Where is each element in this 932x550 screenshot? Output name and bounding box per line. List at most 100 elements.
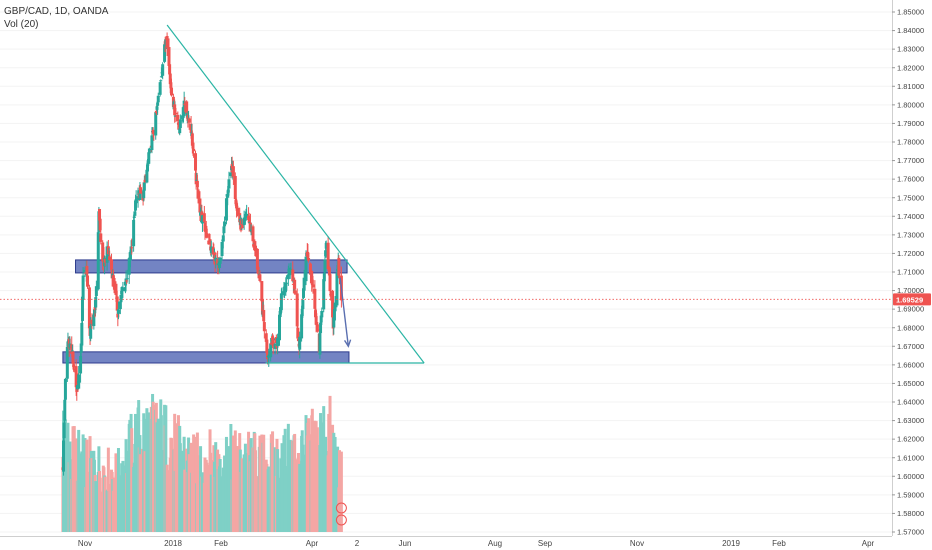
support-zone xyxy=(62,351,350,364)
candle-body xyxy=(306,252,310,258)
candle-body xyxy=(105,246,109,263)
candle-body xyxy=(93,307,97,311)
candle-body xyxy=(190,133,194,146)
volume-bar xyxy=(165,464,169,532)
candle-body xyxy=(313,288,317,309)
candle-body xyxy=(147,152,151,164)
candle-body xyxy=(337,276,341,278)
candle-body xyxy=(116,309,120,314)
volume-bar xyxy=(121,460,125,532)
candle-body xyxy=(323,259,327,273)
candle-body xyxy=(267,355,271,358)
volume-bar xyxy=(192,434,196,532)
candle-body xyxy=(273,343,277,349)
candle-body xyxy=(152,131,156,133)
candle-body xyxy=(251,226,255,242)
candle-body xyxy=(132,216,136,218)
candle-body xyxy=(180,115,184,120)
candle-body xyxy=(264,333,268,342)
volume-bar xyxy=(267,466,271,532)
candle-body xyxy=(98,208,102,221)
candle-body xyxy=(276,338,280,347)
volume-bar xyxy=(134,465,138,532)
price-tick-label: 1.65000 xyxy=(897,379,924,388)
candle-body xyxy=(279,293,283,311)
candle-body xyxy=(174,112,178,115)
volume-bar xyxy=(130,428,134,532)
candle-body xyxy=(220,241,224,256)
candle-body xyxy=(182,100,186,116)
last-price-tag-bg xyxy=(893,293,931,306)
candle-body xyxy=(74,366,78,388)
price-tick-label: 1.82000 xyxy=(897,63,924,72)
candle-body xyxy=(92,309,96,317)
volume-bar xyxy=(152,404,156,532)
candle-body xyxy=(142,189,146,199)
candle-body xyxy=(247,215,251,220)
price-tick-label: 1.57000 xyxy=(897,528,924,537)
candle-body xyxy=(278,310,282,318)
candle-body xyxy=(142,182,146,191)
candle-body xyxy=(77,374,81,389)
candle-body xyxy=(293,290,297,294)
candle-body xyxy=(125,280,129,282)
candle-body xyxy=(178,119,182,129)
candle-body xyxy=(98,218,102,231)
candle-body xyxy=(271,336,275,341)
candle-body xyxy=(337,257,341,276)
price-tick-label: 1.63000 xyxy=(897,416,924,425)
symbol-legend: GBP/CAD, 1D, OANDA xyxy=(4,6,109,17)
volume-bar xyxy=(258,435,262,532)
candle-body xyxy=(326,242,330,270)
candle-body xyxy=(324,250,328,257)
candle-body xyxy=(262,322,266,332)
price-tick-label: 1.70000 xyxy=(897,286,924,295)
candle-body xyxy=(319,322,323,334)
price-tick-label: 1.79000 xyxy=(897,119,924,128)
candle-body xyxy=(195,180,199,188)
candle-body xyxy=(240,224,244,229)
volume-bar xyxy=(280,443,284,532)
candle-body xyxy=(143,179,147,183)
candle-body xyxy=(96,232,100,290)
candle-body xyxy=(269,343,273,358)
volume-legend: Vol (20) xyxy=(4,19,39,30)
projection-arrow-line xyxy=(339,277,350,347)
price-tick-label: 1.75000 xyxy=(897,193,924,202)
volume-bar xyxy=(227,446,231,532)
volume-bar xyxy=(249,438,253,532)
volume-bar xyxy=(72,426,76,532)
candle-body xyxy=(218,257,222,264)
candle-body xyxy=(248,222,252,224)
volume-bar xyxy=(90,458,94,532)
candle-body xyxy=(289,268,293,270)
candle-body xyxy=(151,129,155,134)
candle-body xyxy=(187,118,191,123)
trendlines xyxy=(166,24,425,364)
candle-body xyxy=(288,270,292,272)
candle-body xyxy=(218,261,222,269)
candle-body xyxy=(72,364,76,368)
candle-body xyxy=(275,345,279,348)
last-price-tag-label: 1.69529 xyxy=(896,295,923,304)
volume-bar xyxy=(284,474,288,532)
candle-body xyxy=(123,287,127,292)
candle-body xyxy=(315,321,319,326)
time-tick-label: Aug xyxy=(488,539,502,548)
candle-body xyxy=(324,242,328,249)
candle-body xyxy=(186,115,190,121)
candle-body xyxy=(271,338,275,346)
candle-body xyxy=(319,315,323,323)
candle-body xyxy=(282,291,286,296)
price-tick-label: 1.67000 xyxy=(897,342,924,351)
volume-bar xyxy=(337,450,341,532)
time-tick-label: Nov xyxy=(630,539,644,548)
candle-body xyxy=(242,217,246,226)
candle-body xyxy=(226,194,230,198)
volume-bar xyxy=(77,429,81,532)
candle-body xyxy=(116,313,120,318)
candle-body xyxy=(147,148,151,154)
candle-body xyxy=(200,215,204,224)
price-tick-label: 1.76000 xyxy=(897,175,924,184)
